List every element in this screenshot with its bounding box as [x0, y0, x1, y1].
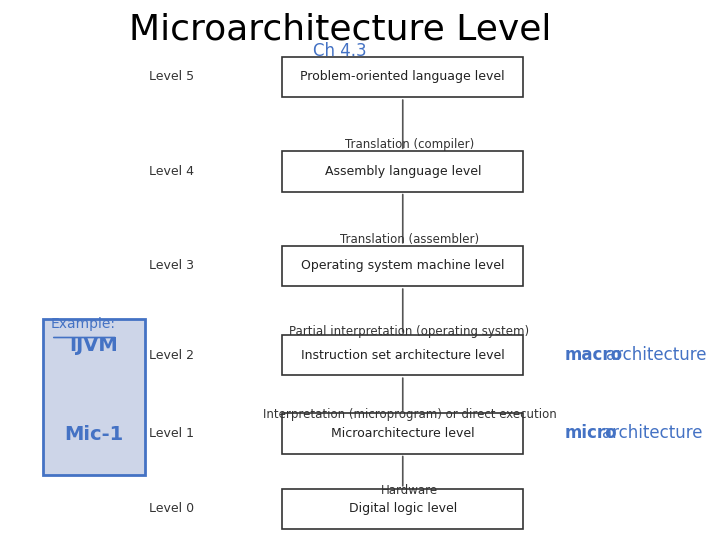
Text: Level 3: Level 3: [149, 259, 194, 273]
Text: Level 2: Level 2: [149, 348, 194, 362]
Text: micro: micro: [564, 424, 617, 442]
FancyBboxPatch shape: [282, 335, 523, 375]
FancyBboxPatch shape: [282, 57, 523, 97]
Text: Problem-oriented language level: Problem-oriented language level: [300, 70, 505, 84]
Text: Assembly language level: Assembly language level: [325, 165, 481, 178]
Text: Level 4: Level 4: [149, 165, 194, 178]
Text: Interpretation (microprogram) or direct execution: Interpretation (microprogram) or direct …: [263, 408, 557, 421]
Text: Instruction set architecture level: Instruction set architecture level: [301, 348, 505, 362]
Text: Digital logic level: Digital logic level: [348, 502, 457, 516]
Text: architecture: architecture: [602, 424, 703, 442]
Text: Partial interpretation (operating system): Partial interpretation (operating system…: [289, 325, 530, 338]
Text: Microarchitecture level: Microarchitecture level: [331, 427, 474, 440]
FancyBboxPatch shape: [282, 413, 523, 454]
Text: macro: macro: [564, 346, 622, 364]
FancyBboxPatch shape: [282, 489, 523, 529]
Text: Translation (assembler): Translation (assembler): [340, 233, 479, 246]
Text: IJVM: IJVM: [69, 336, 118, 355]
Text: Mic-1: Mic-1: [64, 425, 123, 444]
Text: Level 5: Level 5: [148, 70, 194, 84]
Text: Level 0: Level 0: [148, 502, 194, 516]
Text: Microarchitecture Level: Microarchitecture Level: [129, 13, 551, 46]
Text: Operating system machine level: Operating system machine level: [301, 259, 505, 273]
Text: Level 1: Level 1: [149, 427, 194, 440]
Text: Ch 4.3: Ch 4.3: [313, 42, 366, 60]
FancyBboxPatch shape: [282, 246, 523, 286]
Text: architecture: architecture: [606, 346, 707, 364]
Text: Translation (compiler): Translation (compiler): [345, 138, 474, 151]
FancyBboxPatch shape: [42, 319, 145, 475]
Text: Hardware: Hardware: [381, 484, 438, 497]
FancyBboxPatch shape: [282, 151, 523, 192]
Text: Example:: Example:: [51, 317, 116, 331]
